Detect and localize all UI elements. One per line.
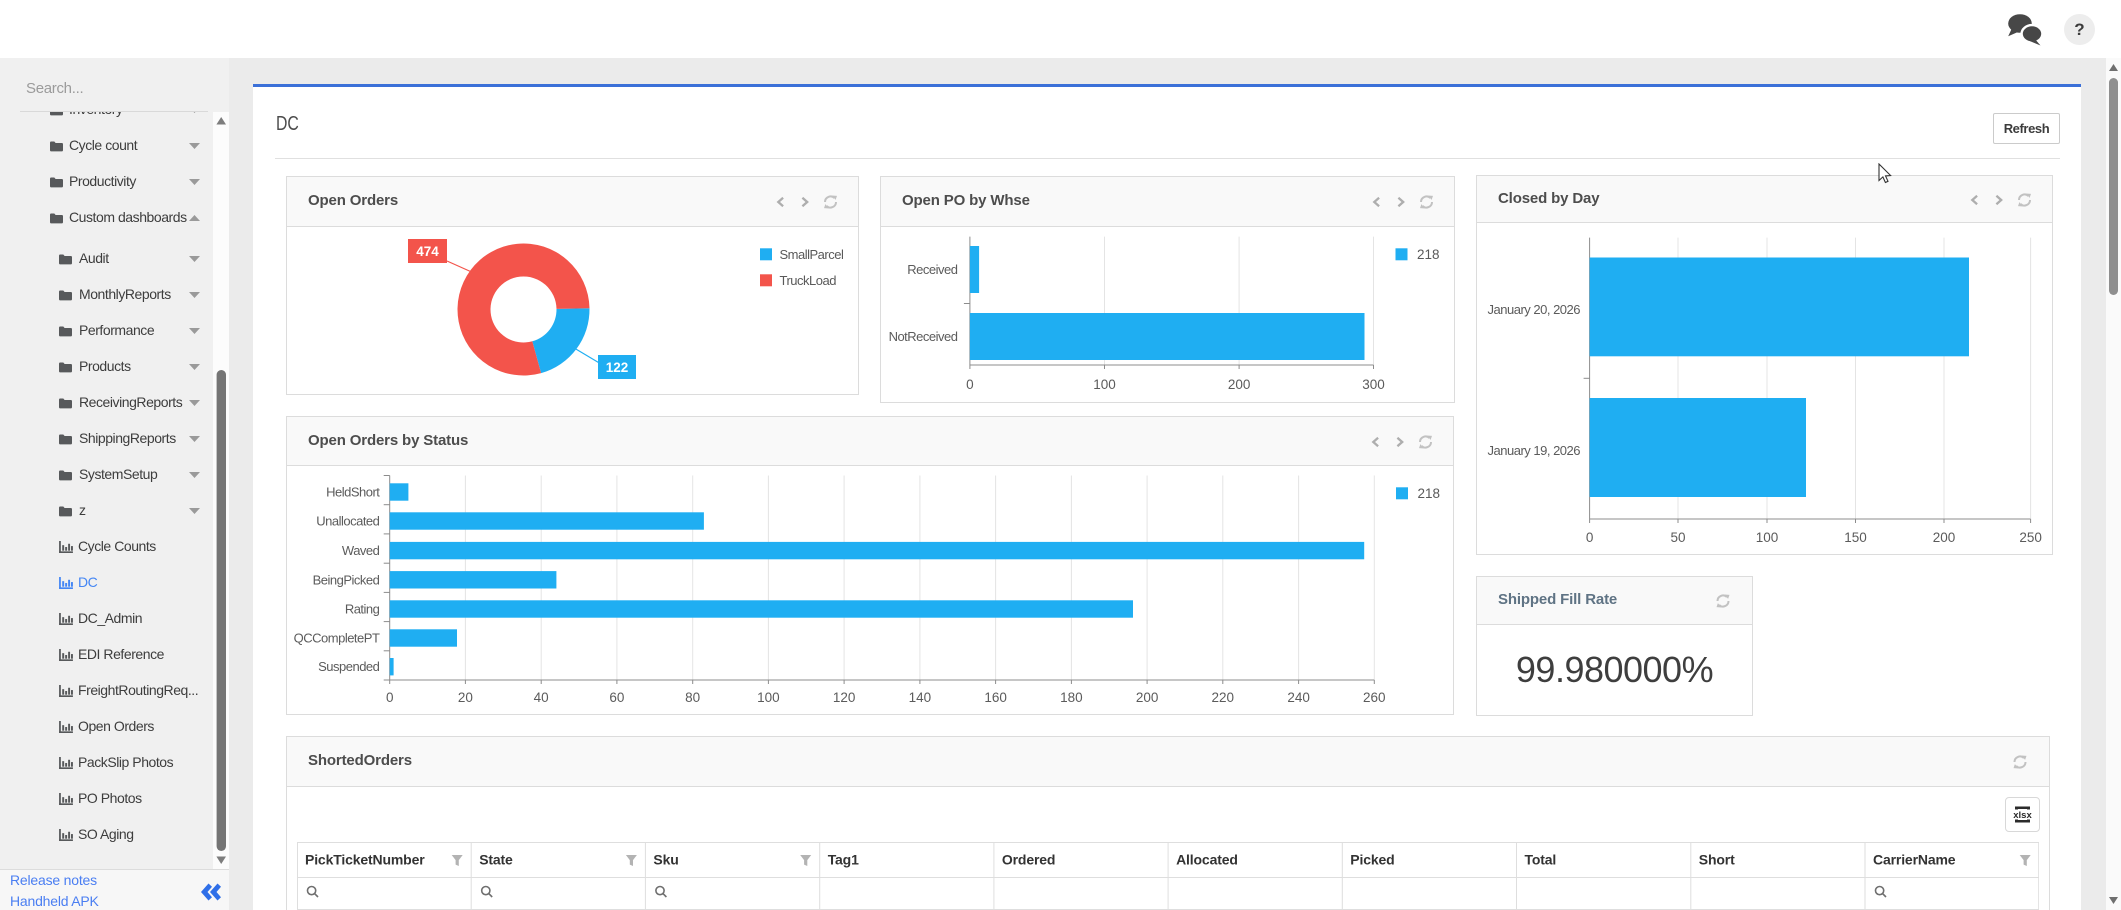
svg-text:Total: Total xyxy=(1524,852,1556,868)
svg-text:January 19, 2026: January 19, 2026 xyxy=(1488,443,1581,458)
svg-text:240: 240 xyxy=(1287,690,1310,705)
svg-text:180: 180 xyxy=(1060,690,1083,705)
svg-text:0: 0 xyxy=(966,377,974,392)
svg-text:Picked: Picked xyxy=(1350,852,1394,868)
svg-text:PickTicketNumber: PickTicketNumber xyxy=(305,852,425,868)
svg-text:BeingPicked: BeingPicked xyxy=(313,572,380,587)
svg-text:140: 140 xyxy=(909,690,932,705)
svg-text:0: 0 xyxy=(386,690,394,705)
svg-text:SmallParcel: SmallParcel xyxy=(780,247,844,262)
svg-text:State: State xyxy=(479,852,513,868)
svg-text:80: 80 xyxy=(685,690,700,705)
svg-text:122: 122 xyxy=(606,360,629,375)
svg-text:0: 0 xyxy=(1586,530,1594,545)
svg-text:100: 100 xyxy=(1756,530,1779,545)
svg-text:50: 50 xyxy=(1670,530,1685,545)
svg-text:Received: Received xyxy=(907,262,957,277)
svg-text:QCCompletePT: QCCompletePT xyxy=(294,631,380,646)
svg-text:Suspended: Suspended xyxy=(318,659,380,674)
svg-text:200: 200 xyxy=(1933,530,1956,545)
svg-text:200: 200 xyxy=(1136,690,1159,705)
svg-text:150: 150 xyxy=(1844,530,1867,545)
svg-text:Sku: Sku xyxy=(653,852,678,868)
svg-text:100: 100 xyxy=(1093,377,1116,392)
svg-text:40: 40 xyxy=(534,690,549,705)
svg-text:Rating: Rating xyxy=(345,602,380,617)
svg-text:Allocated: Allocated xyxy=(1176,852,1238,868)
svg-text:300: 300 xyxy=(1362,377,1385,392)
svg-text:120: 120 xyxy=(833,690,856,705)
svg-text:250: 250 xyxy=(2019,530,2042,545)
svg-text:200: 200 xyxy=(1228,377,1251,392)
svg-text:TruckLoad: TruckLoad xyxy=(780,273,837,288)
svg-text:260: 260 xyxy=(1363,690,1386,705)
svg-text:Unallocated: Unallocated xyxy=(316,514,379,529)
svg-text:60: 60 xyxy=(609,690,624,705)
svg-text:Ordered: Ordered xyxy=(1001,852,1054,868)
svg-text:218: 218 xyxy=(1417,247,1440,262)
svg-text:474: 474 xyxy=(416,244,439,259)
svg-text:HeldShort: HeldShort xyxy=(326,485,380,500)
svg-text:Short: Short xyxy=(1698,852,1734,868)
svg-text:100: 100 xyxy=(757,690,780,705)
svg-text:Tag1: Tag1 xyxy=(827,852,858,868)
svg-text:xlsx: xlsx xyxy=(2013,810,2032,821)
svg-text:Waved: Waved xyxy=(342,543,380,558)
svg-text:220: 220 xyxy=(1212,690,1235,705)
svg-text:20: 20 xyxy=(458,690,473,705)
svg-text:218: 218 xyxy=(1418,486,1441,501)
svg-text:CarrierName: CarrierName xyxy=(1873,852,1956,868)
svg-text:January 20, 2026: January 20, 2026 xyxy=(1488,302,1581,317)
svg-text:NotReceived: NotReceived xyxy=(889,329,958,344)
svg-text:160: 160 xyxy=(984,690,1007,705)
